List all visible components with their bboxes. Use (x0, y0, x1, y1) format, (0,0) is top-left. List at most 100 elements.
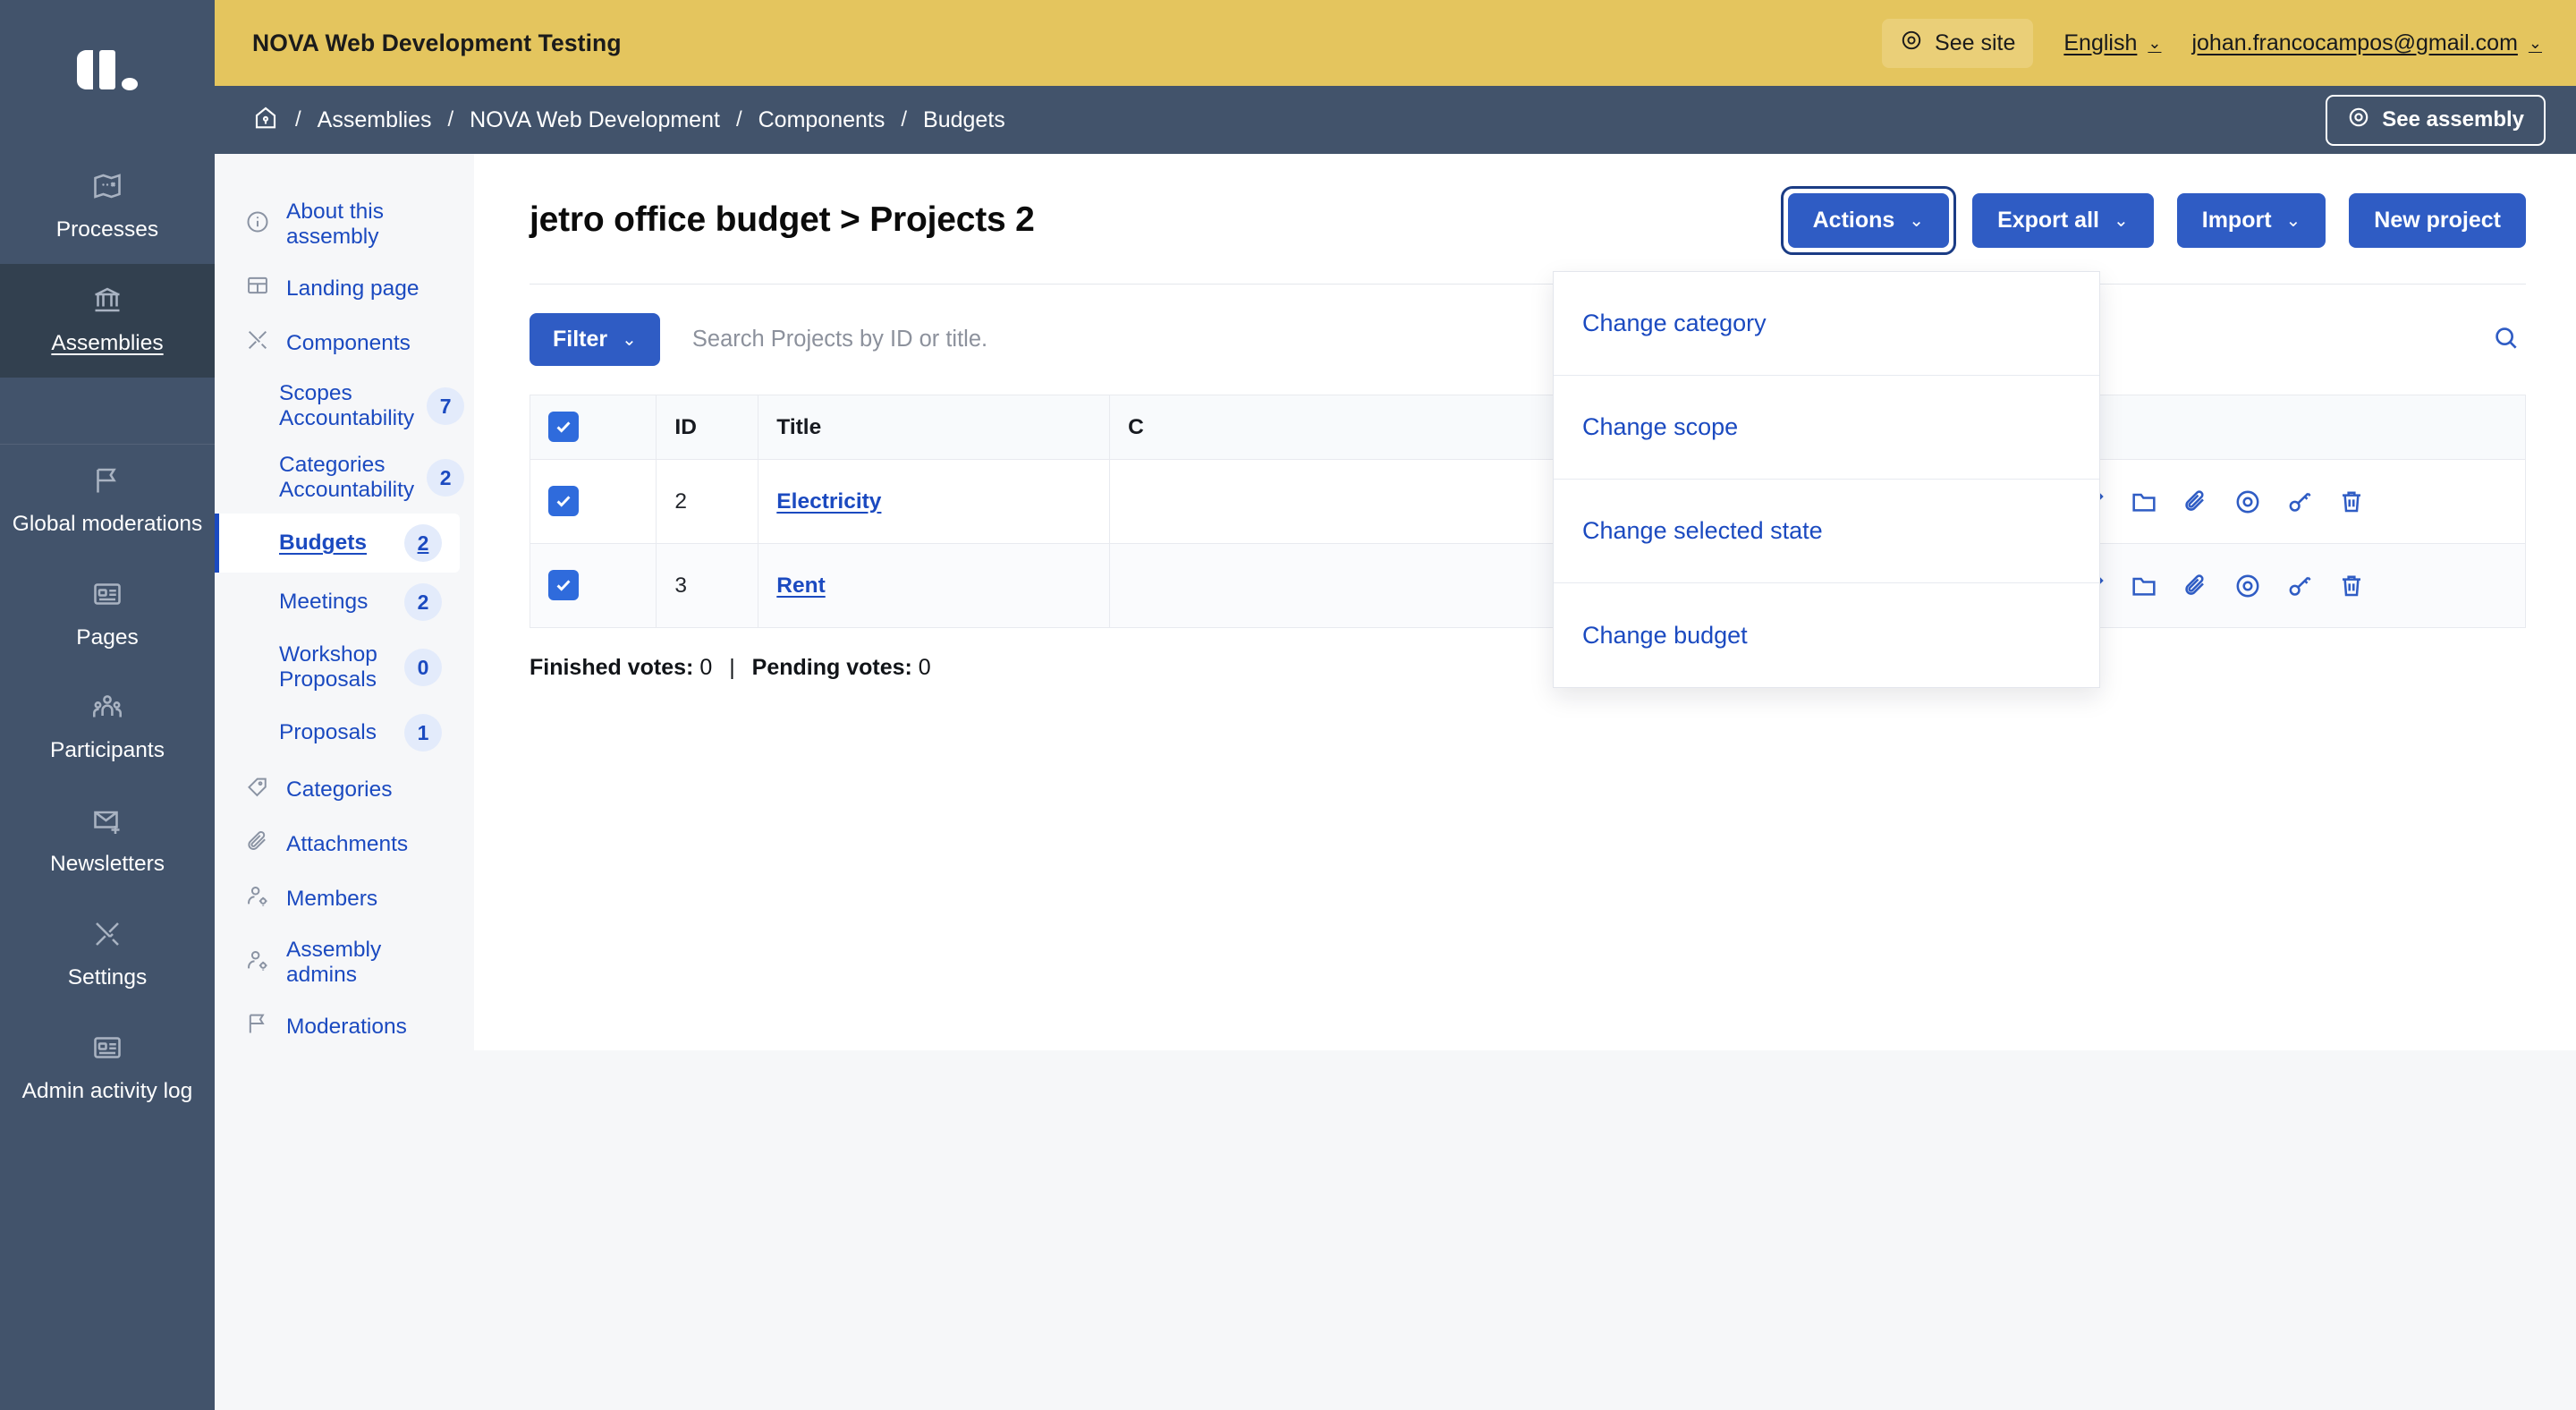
language-label: English (2063, 30, 2138, 55)
sidebar-item-members[interactable]: Members (215, 871, 460, 926)
breadcrumb-home[interactable] (252, 104, 295, 137)
sidebar-item-label: Members (286, 886, 378, 911)
sidebar-item-attachments[interactable]: Attachments (215, 817, 460, 871)
home-icon (252, 104, 279, 137)
sidebar-item-moderations[interactable]: Moderations (215, 999, 460, 1054)
sidebar-item-landing-page[interactable]: Landing page (215, 261, 460, 316)
permissions-key-icon[interactable] (2285, 572, 2314, 600)
sidebar-item-assembly-admins[interactable]: Assembly admins (215, 926, 460, 999)
votes-summary: Finished votes: 0 | Pending votes: 0 (530, 655, 2526, 681)
user-gear-icon (245, 883, 270, 914)
folder-icon[interactable] (2130, 488, 2158, 516)
table-body: 2 Electricity s (529, 459, 2526, 628)
rail-item-pages[interactable]: Pages (0, 558, 215, 672)
row-checkbox[interactable] (548, 486, 579, 516)
chevron-down-icon: ⌄ (2113, 211, 2129, 231)
rail-item-global-moderations[interactable]: Global moderations (0, 445, 215, 558)
menu-item-change-selected-state[interactable]: Change selected state (1554, 480, 2099, 583)
see-assembly-label: See assembly (2382, 107, 2524, 132)
rail-label: Admin activity log (21, 1079, 193, 1104)
log-icon (91, 1032, 123, 1070)
breadcrumb-separator: / (735, 107, 742, 132)
page-action-buttons: Actions ⌄ Export all ⌄ Import ⌄ New pr (1780, 186, 2526, 255)
new-project-button[interactable]: New project (2349, 193, 2526, 248)
rail-item-admin-activity-log[interactable]: Admin activity log (0, 1012, 215, 1125)
breadcrumb-item-budgets[interactable]: Budgets (923, 106, 1005, 132)
breadcrumb-separator: / (901, 107, 908, 132)
preview-icon[interactable] (2233, 488, 2262, 516)
rail-item-processes[interactable]: Processes (0, 150, 215, 264)
sidebar-item-workshop-proposals[interactable]: Workshop Proposals 0 (215, 632, 460, 703)
rail-item-newsletters[interactable]: Newsletters (0, 785, 215, 898)
sidebar-item-count: 0 (404, 649, 442, 686)
rail-item-settings[interactable]: Settings (0, 898, 215, 1012)
user-gear-icon (245, 947, 270, 979)
rail-label: Processes (55, 217, 159, 242)
sidebar-item-scopes-accountability[interactable]: Scopes Accountability 7 (215, 370, 465, 442)
table-row: 3 Rent In Ho s (529, 543, 2526, 628)
account-menu[interactable]: johan.francocampos@gmail.com ⌄ (2191, 30, 2542, 56)
select-all-checkbox[interactable] (548, 412, 579, 442)
people-icon (91, 692, 123, 730)
actions-button[interactable]: Actions ⌄ (1780, 186, 1957, 255)
toolbar: Filter ⌄ (530, 313, 2526, 366)
sidebar-item-label: Landing page (286, 276, 419, 301)
rail-label: Assemblies (51, 330, 164, 355)
row-id: 2 (656, 459, 759, 544)
menu-item-change-scope[interactable]: Change scope (1554, 376, 2099, 480)
filter-button[interactable]: Filter ⌄ (530, 313, 660, 366)
chevron-down-icon: ⌄ (2528, 33, 2542, 52)
sidebar-item-components[interactable]: Components (215, 316, 460, 370)
sidebar-item-label: About this assembly (286, 200, 384, 249)
see-site-label: See site (1935, 30, 2016, 55)
see-site-button[interactable]: See site (1882, 18, 2034, 68)
page-icon (91, 578, 123, 616)
sidebar-item-proposals[interactable]: Proposals 1 (215, 703, 460, 762)
chevron-down-icon: ⌄ (2148, 33, 2162, 52)
rail-item-assemblies[interactable]: Assemblies (0, 263, 215, 378)
language-selector[interactable]: English ⌄ (2063, 30, 2161, 56)
trash-icon[interactable] (2337, 572, 2366, 600)
sidebar-item-about-this-assembly[interactable]: About this assembly (215, 188, 460, 261)
breadcrumb-separator: / (295, 107, 301, 132)
content-body: About this assembly Landing page (215, 154, 2576, 1410)
folder-icon[interactable] (2130, 572, 2158, 600)
menu-item-change-budget[interactable]: Change budget (1554, 583, 2099, 687)
page-title: jetro office budget > Projects 2 (530, 200, 1035, 239)
select-all-header (529, 395, 657, 460)
rail-item-participants[interactable]: Participants (0, 672, 215, 786)
decidim-logo-icon (77, 50, 138, 90)
paperclip-icon[interactable] (2182, 488, 2210, 516)
tools-icon (91, 918, 123, 956)
row-title-link[interactable]: Rent (776, 573, 826, 598)
breadcrumb-item-assembly[interactable]: NOVA Web Development (470, 106, 720, 132)
row-checkbox[interactable] (548, 570, 579, 600)
import-button[interactable]: Import ⌄ (2176, 193, 2326, 248)
breadcrumb-bar: / Assemblies / NOVA Web Development / Co… (215, 86, 2576, 154)
export-all-button[interactable]: Export all ⌄ (1972, 193, 2154, 248)
sidebar-item-categories-accountability[interactable]: Categories Accountability 2 (215, 442, 465, 514)
search-icon (2492, 324, 2521, 355)
sidebar-item-budgets[interactable]: Budgets 2 (215, 514, 460, 573)
flag-icon (91, 464, 123, 503)
layout-icon (245, 273, 270, 304)
row-title-link[interactable]: Electricity (776, 488, 882, 514)
paperclip-icon[interactable] (2182, 572, 2210, 600)
menu-item-change-category[interactable]: Change category (1554, 272, 2099, 376)
filter-label: Filter (553, 327, 608, 352)
row-select-cell (529, 543, 657, 628)
sidebar-item-meetings[interactable]: Meetings 2 (215, 573, 460, 632)
see-assembly-button[interactable]: See assembly (2326, 94, 2546, 146)
sidebar-item-categories[interactable]: Categories (215, 762, 460, 817)
preview-icon[interactable] (2233, 572, 2262, 600)
sidebar-item-label: Proposals (279, 720, 377, 744)
search-submit-button[interactable] (2487, 319, 2526, 361)
sidebar-item-label: Categories (286, 777, 393, 802)
breadcrumb-item-assemblies[interactable]: Assemblies (317, 106, 432, 132)
primary-sidebar: Processes Assemblies Global moderations (0, 0, 215, 1410)
table-header-row: ID Title C cted Actions (529, 395, 2526, 460)
app-logo[interactable] (0, 0, 215, 150)
permissions-key-icon[interactable] (2285, 488, 2314, 516)
trash-icon[interactable] (2337, 488, 2366, 516)
breadcrumb-item-components[interactable]: Components (758, 106, 886, 132)
